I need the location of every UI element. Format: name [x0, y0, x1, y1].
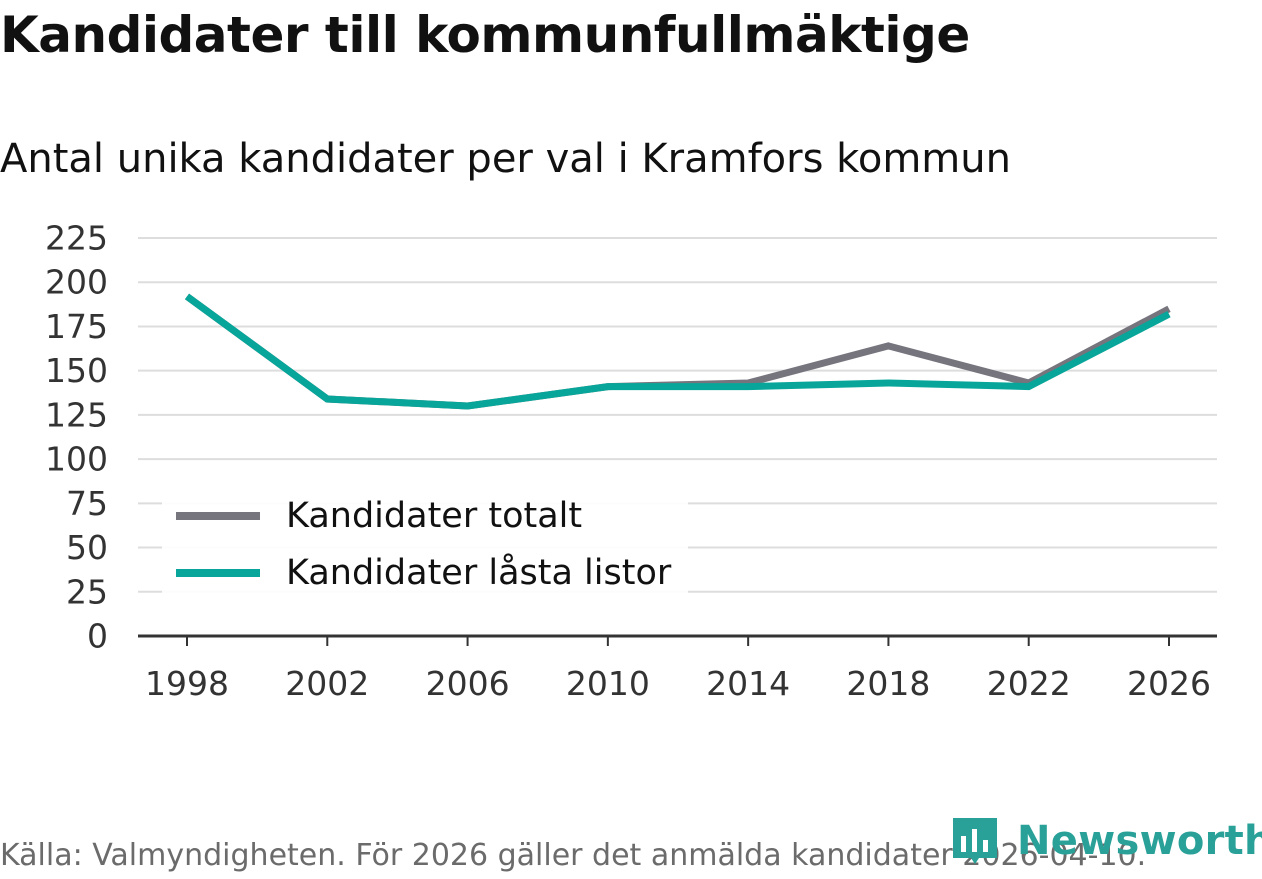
- y-tick-label: 25: [66, 572, 108, 611]
- x-tick-label: 2002: [285, 664, 369, 703]
- x-tick-label: 2026: [1127, 664, 1211, 703]
- chart-subtitle: Antal unika kandidater per val i Kramfor…: [0, 136, 1011, 182]
- y-tick-label: 0: [87, 617, 108, 656]
- x-tick-label: 2018: [846, 664, 930, 703]
- chart-title: Kandidater till kommunfullmäktige: [0, 6, 970, 64]
- y-tick-label: 75: [66, 484, 108, 523]
- y-tick-label: 200: [45, 263, 108, 302]
- x-tick-label: 2022: [987, 664, 1071, 703]
- y-tick-label: 100: [45, 440, 108, 479]
- legend-label: Kandidater låsta listor: [286, 552, 672, 593]
- y-tick-label: 125: [45, 395, 108, 434]
- y-tick-label: 150: [45, 351, 108, 390]
- x-tick-label: 2010: [566, 664, 650, 703]
- x-tick-label: 2006: [426, 664, 510, 703]
- x-tick-label: 1998: [145, 664, 229, 703]
- series-line-lasta-listor: [184, 293, 1171, 410]
- brand-name: Newsworthy: [1017, 818, 1262, 864]
- x-tick-label: 2014: [706, 664, 790, 703]
- y-tick-label: 225: [45, 219, 108, 258]
- legend-label: Kandidater totalt: [286, 496, 582, 536]
- newsworthy-logo: Newsworthy: [951, 818, 1262, 864]
- y-tick-label: 50: [66, 528, 108, 567]
- bar-chart-icon: [953, 818, 997, 864]
- y-tick-label: 175: [45, 307, 108, 346]
